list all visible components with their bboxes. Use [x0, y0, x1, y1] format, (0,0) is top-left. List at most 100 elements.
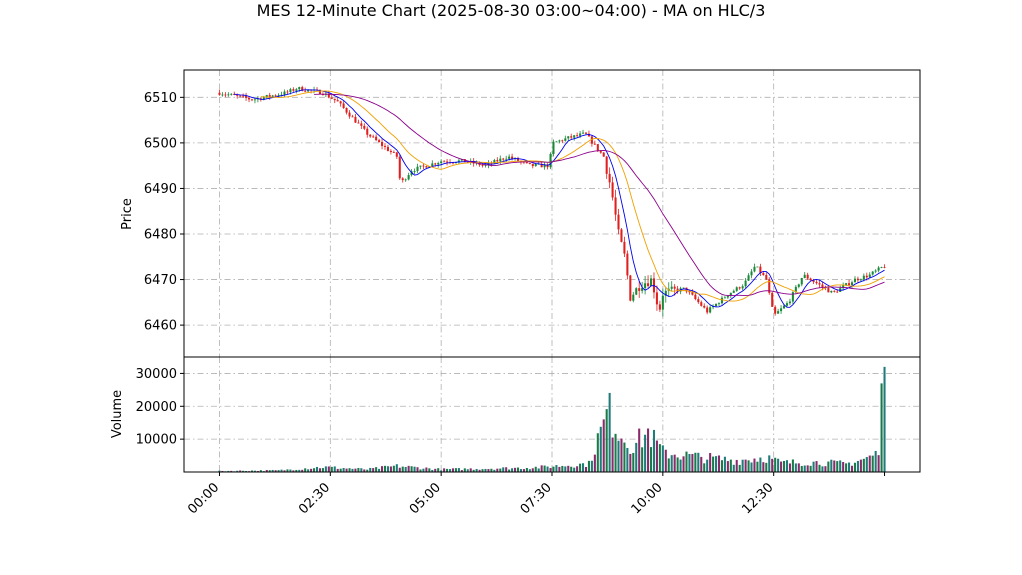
volume-bar [351, 468, 354, 472]
volume-bar [333, 466, 336, 472]
volume-bar [360, 468, 363, 472]
candle-body [587, 133, 590, 137]
volume-bar [310, 468, 313, 472]
volume-bar [626, 447, 629, 472]
volume-bar [499, 468, 502, 472]
volume-bar [250, 470, 254, 472]
candle-body [386, 146, 389, 151]
candle-body [369, 134, 372, 137]
volume-bar [712, 456, 715, 472]
volume-bar [877, 455, 880, 472]
candle-body [694, 294, 697, 300]
candle-body [691, 291, 694, 295]
volume-bar [744, 459, 747, 472]
candle-body [245, 95, 248, 98]
volume-bar [691, 453, 694, 472]
volume-bar [732, 464, 735, 472]
candle-body [342, 103, 345, 108]
candle-body [703, 305, 706, 308]
candle-body [389, 150, 392, 153]
candle-body [649, 278, 653, 286]
volume-bar [753, 458, 756, 472]
volume-bar [404, 466, 407, 472]
candle-body [809, 278, 812, 281]
candle-body [747, 275, 750, 281]
candle-body [812, 280, 815, 282]
volume-bar [661, 445, 664, 472]
candle-body [348, 112, 351, 117]
volume-bar [868, 455, 871, 472]
candle-body [395, 152, 398, 157]
candle-body [360, 123, 363, 126]
candle-body [262, 97, 265, 100]
candle-body [484, 164, 487, 166]
volume-bar [496, 468, 499, 472]
candle-body [865, 275, 868, 278]
volume-bar [883, 366, 886, 472]
volume-bar [747, 460, 750, 472]
volume-bar [369, 467, 372, 472]
candle-body [295, 89, 298, 91]
candle-body [726, 295, 729, 298]
price-y-tick-label: 6480 [144, 228, 177, 243]
candle-body [463, 159, 466, 163]
candle-body [525, 161, 528, 163]
volume-bar [481, 469, 484, 472]
x-tick-label: 10:00 [629, 480, 666, 517]
candle-body [534, 164, 537, 167]
volume-bar [227, 470, 230, 472]
volume-bar [516, 467, 520, 472]
volume-bar [715, 456, 718, 472]
x-tick-label: 12:30 [739, 480, 776, 517]
candle-body [508, 156, 511, 159]
candle-body [499, 158, 502, 162]
candle-body [425, 166, 428, 168]
volume-bar [647, 428, 650, 472]
candle-body [552, 141, 555, 155]
candle-body [392, 152, 395, 153]
volume-bar [694, 452, 697, 472]
candle-body [836, 291, 839, 293]
volume-bar [593, 454, 596, 472]
volume-bar [641, 447, 644, 472]
candle-body [777, 311, 780, 314]
candle-body [505, 158, 508, 160]
volume-bar [774, 457, 777, 472]
volume-bar [785, 460, 789, 472]
candle-body [339, 101, 342, 104]
volume-bar [614, 433, 617, 472]
candle-body [859, 279, 862, 281]
candle-body [221, 94, 224, 96]
x-tick-label: 02:30 [296, 480, 333, 517]
grid-layer [184, 70, 920, 472]
volume-bar [298, 469, 301, 472]
volume-bar [265, 469, 268, 472]
candle-body [321, 94, 324, 96]
candle-body [555, 141, 558, 143]
candle-body [744, 280, 747, 287]
volume-bar [765, 462, 768, 472]
volume-bar [880, 383, 883, 472]
candle-body [493, 160, 496, 164]
volume-bar [537, 468, 540, 472]
volume-bar [336, 468, 339, 472]
volume-bar [682, 456, 685, 472]
volume-bar [576, 466, 579, 472]
volume-bar [277, 470, 280, 472]
candle-body [794, 286, 797, 293]
candle-body [511, 156, 514, 159]
candle-body [629, 275, 632, 301]
candle-body [791, 292, 794, 302]
volume-bar [596, 433, 599, 472]
ma-fast-line [234, 89, 885, 308]
volume-bar [564, 466, 567, 472]
volume-bar [230, 470, 233, 472]
volume-bar [443, 468, 446, 472]
volume-bar [664, 449, 667, 472]
volume-bar [419, 469, 422, 472]
candle-body [366, 128, 369, 135]
volume-bar [791, 459, 794, 472]
candle-body [502, 158, 505, 160]
candle-body [676, 288, 679, 292]
volume-bar [800, 465, 803, 472]
